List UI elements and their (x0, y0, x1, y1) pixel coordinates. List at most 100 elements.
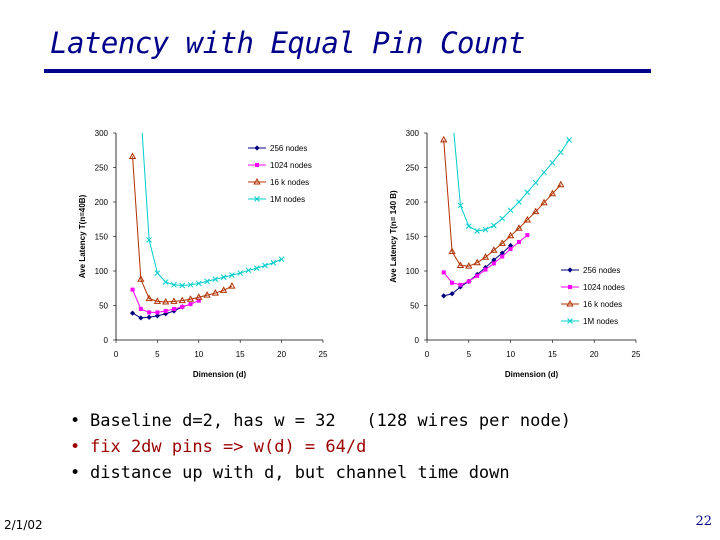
plot-area (440, 110, 572, 299)
title-underline (44, 69, 651, 73)
data-point (146, 314, 152, 320)
x-tick-label: 0 (425, 350, 430, 359)
series-16-k-nodes (440, 135, 565, 269)
data-point (229, 272, 235, 278)
data-point (524, 189, 531, 196)
data-point (491, 261, 496, 266)
data-point (482, 264, 489, 271)
data-point (163, 309, 168, 314)
data-point (270, 259, 277, 266)
data-point (237, 270, 244, 276)
legend-marker (567, 318, 573, 324)
data-point (516, 199, 522, 205)
data-point (450, 110, 455, 115)
series-line (132, 156, 233, 303)
data-point (188, 302, 193, 307)
data-point (138, 315, 144, 321)
y-tick-label: 50 (99, 302, 108, 311)
x-tick-label: 5 (467, 350, 472, 359)
y-tick-label: 100 (95, 267, 109, 276)
data-point (457, 202, 464, 209)
legend-marker (254, 145, 260, 151)
x-tick-label: 25 (632, 350, 641, 359)
data-point (500, 254, 505, 259)
data-point (508, 246, 513, 251)
data-point (128, 152, 137, 159)
data-point (180, 304, 185, 309)
data-point (557, 149, 564, 156)
data-point (196, 298, 201, 303)
data-point (178, 296, 186, 304)
data-point (171, 306, 176, 311)
data-point (532, 207, 540, 215)
x-tick-label: 10 (194, 350, 203, 359)
data-point (204, 278, 210, 285)
y-axis-label: Ave Latency T(n= 140 B) (389, 190, 398, 283)
data-point (171, 281, 177, 288)
data-point (441, 293, 447, 299)
y-tick-label: 300 (95, 129, 109, 138)
data-point (195, 293, 203, 300)
legend-marker (253, 177, 261, 185)
data-point (456, 261, 465, 268)
legend-label: 1M nodes (583, 317, 618, 326)
data-point (490, 246, 498, 253)
data-point (482, 226, 489, 233)
y-tick-label: 200 (95, 198, 109, 207)
slide-title: Latency with Equal Pin Count (50, 26, 525, 60)
bullet-marker: • (70, 437, 81, 457)
data-point (458, 282, 463, 287)
series-1m-nodes (450, 110, 572, 234)
data-point (548, 189, 557, 197)
data-point (262, 262, 268, 269)
data-point (541, 169, 547, 176)
legend-label: 16 k nodes (583, 300, 622, 309)
data-point (474, 228, 481, 234)
y-tick-label: 0 (104, 336, 109, 345)
legend-label: 256 nodes (270, 144, 307, 153)
x-tick-label: 15 (548, 350, 557, 359)
data-point (481, 253, 490, 260)
data-point (154, 313, 160, 319)
legend-marker (255, 163, 259, 167)
y-tick-label: 250 (95, 164, 109, 173)
data-point (170, 297, 178, 304)
bullet-item: • fix 2dw pins => w(d) = 64/d (70, 434, 571, 460)
data-point (516, 240, 521, 245)
data-point (557, 180, 565, 188)
series-line (443, 234, 528, 286)
bullet-marker: • (70, 463, 81, 483)
data-point (163, 311, 169, 317)
data-point (525, 233, 530, 238)
y-tick-label: 150 (95, 233, 109, 242)
data-point (203, 291, 211, 298)
x-tick-label: 5 (155, 350, 160, 359)
data-point (566, 137, 572, 143)
data-point (162, 298, 170, 305)
data-point (219, 286, 228, 293)
x-tick-label: 10 (506, 350, 515, 359)
data-point (549, 159, 556, 166)
legend-marker (254, 196, 260, 202)
data-point (465, 223, 472, 230)
data-point (245, 267, 252, 274)
bullet-text: Baseline d=2, has w = 32 (128 wires per … (90, 411, 572, 431)
data-point (441, 270, 446, 275)
data-point (515, 224, 523, 231)
data-point (212, 276, 219, 283)
bullet-text: distance up with d, but channel time dow… (90, 463, 510, 483)
legend: 256 nodes 1024 nodes 16 k nodes 1M nodes (248, 144, 312, 204)
y-tick-label: 250 (406, 164, 420, 173)
data-point (154, 270, 161, 276)
y-axis-label: Ave Latency T(n=40B) (78, 194, 87, 278)
series-line (443, 139, 562, 267)
data-point (179, 282, 186, 289)
x-tick-label: 25 (319, 350, 328, 359)
data-point (491, 257, 497, 263)
data-point (491, 222, 497, 229)
legend-marker (568, 285, 572, 289)
data-point (145, 294, 153, 302)
legend-marker (567, 267, 573, 273)
data-point (130, 287, 135, 292)
data-point (506, 231, 515, 239)
